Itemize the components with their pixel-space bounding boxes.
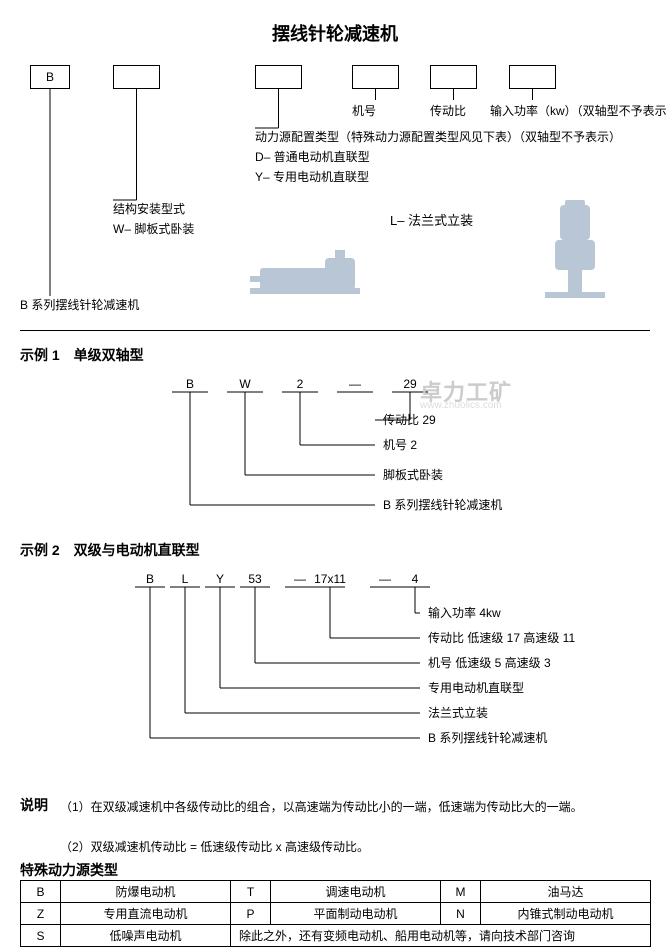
- watermark-url: www.zhuolics.com: [420, 400, 502, 411]
- svg-text:传动比 低速级 17 高速级 11: 传动比 低速级 17 高速级 11: [428, 630, 575, 645]
- table-cell: S: [21, 925, 61, 947]
- table-cell: T: [231, 881, 271, 903]
- table-cell: 油马达: [481, 881, 651, 903]
- svg-text:机号 低速级 5 高速级 3: 机号 低速级 5 高速级 3: [428, 655, 551, 670]
- top-box-3: [352, 65, 399, 89]
- example1-heading: 示例 1 单级双轴型: [20, 345, 144, 365]
- svg-text:4: 4: [412, 572, 419, 586]
- example2-diagram: B L Y 53 — 17x11 — 4 输入功率 4kw 传动比 低速级 17 高速级 11 机号…: [0, 565, 670, 785]
- divider: [20, 330, 650, 331]
- label-power-config: 动力源配置类型（特殊动力源配置类型风见下表）（双轴型不予表示）: [255, 128, 621, 145]
- special-heading: 特殊动力源类型: [20, 860, 118, 880]
- table-cell: N: [441, 903, 481, 925]
- table-cell: 低噪声电动机: [61, 925, 231, 947]
- motor-horizontal-icon: [250, 240, 370, 305]
- table-row: B防爆电动机T调速电动机M油马达: [21, 881, 651, 903]
- label-series: B 系列摆线针轮减速机: [20, 296, 139, 313]
- explain-p1: （1）在双级减速机中各级传动比的组合，以高速端为传动比小的一端，低速端为传动比大…: [60, 797, 655, 817]
- label-w-type: W– 脚板式卧装: [113, 220, 194, 237]
- svg-text:传动比 29: 传动比 29: [383, 412, 436, 427]
- label-d-type: D– 普通电动机直联型: [255, 148, 370, 165]
- page-title: 摆线针轮减速机: [0, 0, 670, 46]
- table-cell: 专用直流电动机: [61, 903, 231, 925]
- label-y-type: Y– 专用电动机直联型: [255, 168, 369, 185]
- label-machine-no: 机号: [352, 102, 376, 119]
- table-row: Z专用直流电动机P平面制动电动机N内锥式制动电动机: [21, 903, 651, 925]
- table-cell: B: [21, 881, 61, 903]
- table-cell: 防爆电动机: [61, 881, 231, 903]
- table-cell: P: [231, 903, 271, 925]
- svg-text:—: —: [379, 572, 391, 586]
- table-cell: Z: [21, 903, 61, 925]
- svg-text:W: W: [239, 377, 251, 391]
- page: 摆线针轮减速机 B 机号 传动比 输入功率（kw）（双轴型不予表示 动力源配置类…: [0, 0, 670, 949]
- svg-text:B 系列摆线针轮减速机: B 系列摆线针轮减速机: [383, 497, 502, 512]
- svg-text:—: —: [294, 572, 306, 586]
- table-cell: M: [441, 881, 481, 903]
- table-row: S低噪声电动机除此之外，还有变频电动机、船用电动机等，请向技术部门咨询: [21, 925, 651, 947]
- top-box-0: B: [30, 65, 70, 89]
- label-ratio: 传动比: [430, 102, 466, 119]
- example1-diagram: B W 2 — 29 传动比 29 机号 2 脚板式卧装 B 系列摆线针轮减速机: [0, 370, 670, 540]
- special-table: B防爆电动机T调速电动机M油马达Z专用直流电动机P平面制动电动机N内锥式制动电动…: [20, 880, 651, 947]
- table-cell: 平面制动电动机: [271, 903, 441, 925]
- svg-text:机号 2: 机号 2: [383, 438, 417, 452]
- top-box-2: [255, 65, 302, 89]
- watermark: 卓力工矿: [420, 375, 512, 407]
- label-power: 输入功率（kw）（双轴型不予表示: [490, 102, 667, 119]
- example2-heading: 示例 2 双级与电动机直联型: [20, 540, 200, 560]
- top-box-5: [509, 65, 556, 89]
- svg-text:17x11: 17x11: [314, 572, 346, 586]
- svg-text:L: L: [182, 572, 189, 586]
- top-box-4: [430, 65, 477, 89]
- svg-text:专用电动机直联型: 专用电动机直联型: [428, 680, 524, 695]
- svg-text:B: B: [146, 572, 154, 586]
- table-cell: 内锥式制动电动机: [481, 903, 651, 925]
- top-box-1: [113, 65, 160, 89]
- svg-text:—: —: [349, 377, 361, 391]
- svg-text:53: 53: [248, 572, 262, 586]
- explain-p2: （2）双级减速机传动比 = 低速级传动比 x 高速级传动比。: [60, 838, 369, 855]
- explain-label: 说明: [20, 795, 48, 815]
- svg-text:29: 29: [403, 377, 417, 391]
- svg-text:脚板式卧装: 脚板式卧装: [383, 467, 443, 482]
- svg-text:Y: Y: [216, 572, 224, 586]
- motor-vertical-icon: [540, 200, 610, 305]
- table-cell: 调速电动机: [271, 881, 441, 903]
- svg-text:2: 2: [297, 377, 304, 391]
- svg-text:输入功率 4kw: 输入功率 4kw: [428, 605, 501, 620]
- label-l-type: L– 法兰式立装: [390, 210, 473, 229]
- svg-text:法兰式立装: 法兰式立装: [428, 705, 488, 720]
- svg-text:B: B: [186, 377, 194, 391]
- table-cell: 除此之外，还有变频电动机、船用电动机等，请向技术部门咨询: [231, 925, 651, 947]
- label-install-type: 结构安装型式: [113, 200, 185, 217]
- svg-text:B 系列摆线针轮减速机: B 系列摆线针轮减速机: [428, 730, 547, 745]
